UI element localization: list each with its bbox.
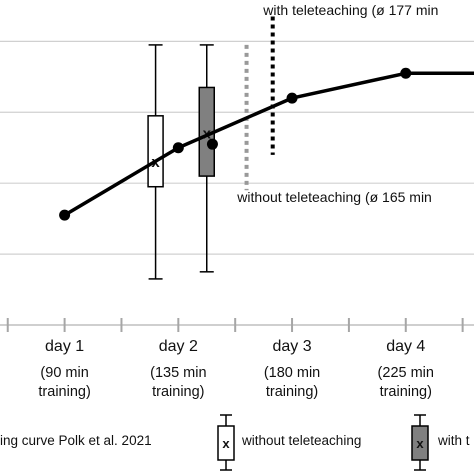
x-tick-label-3: day 3 — [272, 338, 311, 355]
x-tick-sublabel-3-2: training) — [266, 384, 318, 400]
series-point-3 — [286, 92, 298, 104]
legend-label-2: without teleteaching — [241, 433, 361, 448]
x-tick-sublabel-1-1: (90 min — [40, 365, 88, 381]
annotation-1: with teleteaching (ø 177 min — [262, 2, 438, 18]
series-point-4 — [400, 67, 412, 79]
legend-label-1: ing curve Polk et al. 2021 — [0, 433, 152, 448]
x-tick-sublabel-4-1: (225 min — [378, 365, 434, 381]
x-tick-label-4: day 4 — [386, 338, 425, 355]
x-tick-sublabel-2-2: training) — [152, 384, 204, 400]
legend-box-1-marker: x — [222, 436, 230, 451]
x-tick-label-1: day 1 — [45, 338, 84, 355]
x-tick-label-2: day 2 — [159, 338, 198, 355]
legend-box-2-marker: x — [416, 436, 424, 451]
x-tick-sublabel-4-2: training) — [380, 384, 432, 400]
series-point-1 — [59, 209, 71, 221]
box-1-body — [147, 115, 164, 188]
x-tick-sublabel-2-1: (135 min — [150, 365, 206, 381]
series-point-2 — [172, 142, 184, 154]
series-point-extra-1 — [206, 138, 218, 150]
x-tick-sublabel-3-1: (180 min — [264, 365, 320, 381]
annotation-2: without teleteaching (ø 165 min — [236, 189, 432, 205]
legend-box-2-body — [411, 425, 429, 461]
x-tick-sublabel-1-2: training) — [38, 384, 90, 400]
legend-box-1-body — [217, 425, 235, 461]
legend-label-3: with t — [437, 433, 470, 448]
